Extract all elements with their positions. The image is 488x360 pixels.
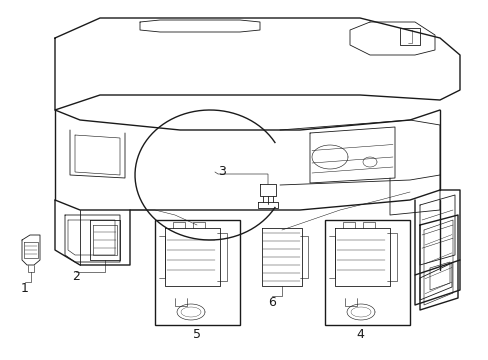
Text: 4: 4 <box>355 328 363 342</box>
Text: 3: 3 <box>218 165 225 177</box>
Text: 2: 2 <box>72 270 80 283</box>
Text: 6: 6 <box>267 296 275 309</box>
Text: 1: 1 <box>21 282 29 294</box>
Text: 5: 5 <box>193 328 201 342</box>
Bar <box>325 220 409 325</box>
Bar <box>155 220 240 325</box>
